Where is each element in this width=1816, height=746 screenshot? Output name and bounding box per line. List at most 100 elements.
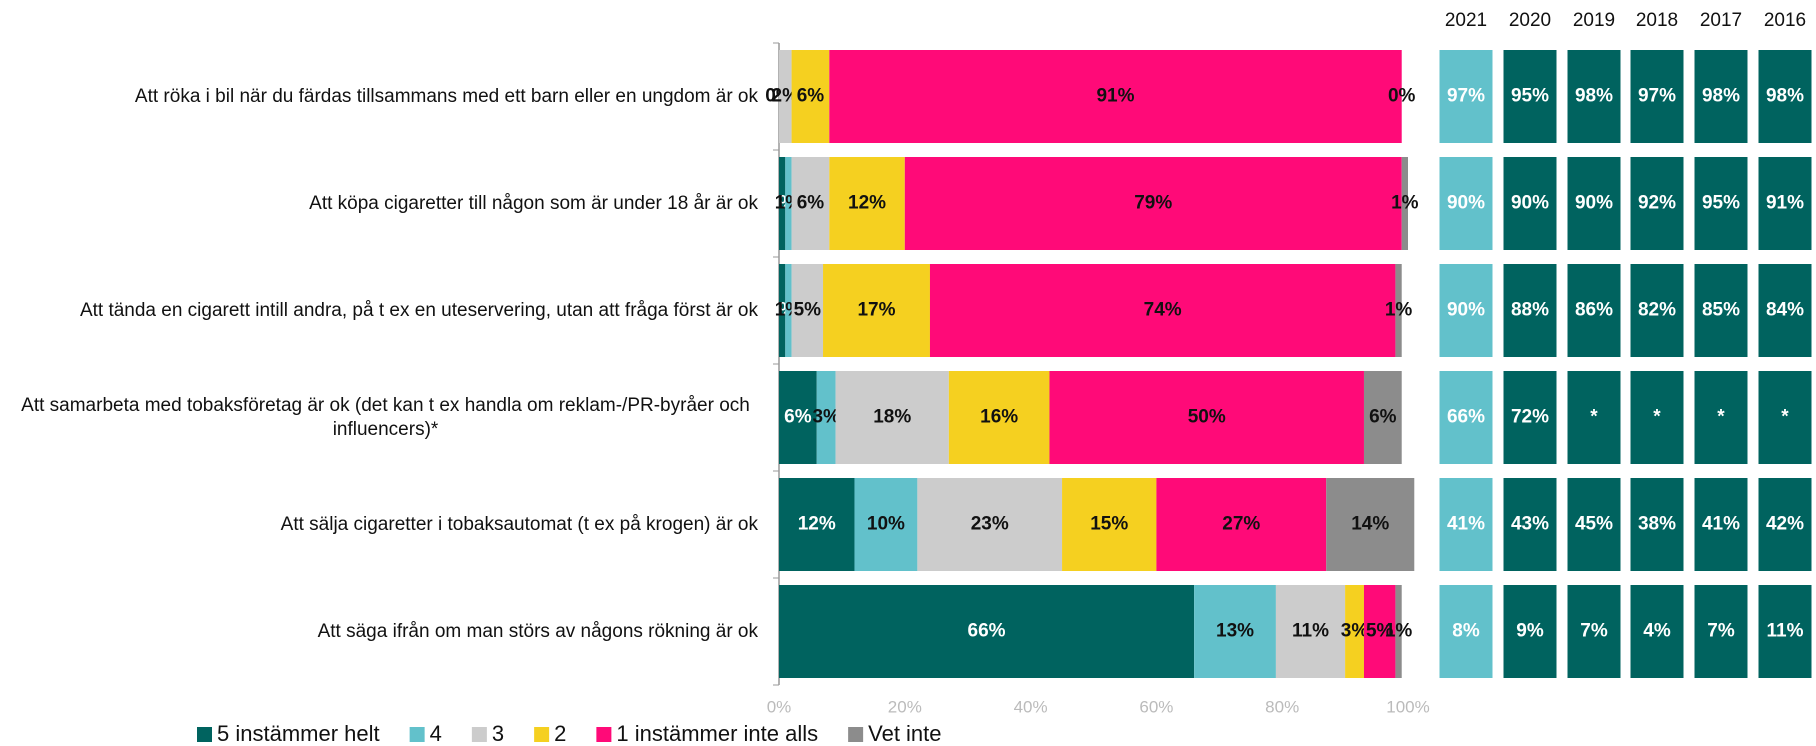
year-header: 2019 <box>1573 10 1615 31</box>
year-cell <box>1630 157 1684 250</box>
data-label: 6% <box>1369 407 1397 428</box>
legend-label: Vet inte <box>868 721 941 746</box>
year-value: * <box>1590 407 1598 428</box>
year-value: 91% <box>1766 193 1804 214</box>
category-label: Att samarbeta med tobaksföretag är ok (d… <box>8 394 758 442</box>
year-value: 7% <box>1707 621 1735 642</box>
year-value: 11% <box>1767 621 1804 642</box>
bar-segment <box>904 157 1402 250</box>
legend-label: 5 instämmer helt <box>217 721 380 746</box>
year-cell <box>1503 264 1557 357</box>
category-label: Att köpa cigaretter till någon som är un… <box>8 192 758 216</box>
legend-swatch <box>197 727 212 742</box>
year-cell <box>1439 478 1493 571</box>
year-cell <box>1503 157 1557 250</box>
bar-segment <box>779 157 786 250</box>
data-label: 12% <box>798 514 836 535</box>
year-value: 90% <box>1575 193 1613 214</box>
bar-segment <box>779 478 855 571</box>
year-header: 2021 <box>1445 10 1487 31</box>
x-tick-label: 80% <box>1265 697 1299 716</box>
year-cell <box>1758 50 1812 143</box>
data-label: 1% <box>1385 300 1413 321</box>
data-label: 12% <box>848 193 886 214</box>
year-value: * <box>1781 407 1789 428</box>
category-label: Att sälja cigaretter i tobaksautomat (t … <box>8 513 758 537</box>
year-value: 4% <box>1643 621 1671 642</box>
legend-swatch <box>848 727 864 742</box>
category-text: Att köpa cigaretter till någon som är un… <box>309 192 758 214</box>
data-label: 16% <box>980 407 1018 428</box>
data-label: 18% <box>873 407 911 428</box>
bar-segment <box>1395 585 1402 678</box>
x-tick-label: 0% <box>767 697 792 716</box>
year-value: 42% <box>1766 514 1804 535</box>
year-cell <box>1439 585 1493 678</box>
bar-segment <box>779 264 786 357</box>
year-cell <box>1694 157 1748 250</box>
year-cell <box>1630 585 1684 678</box>
data-label: 6% <box>797 193 825 214</box>
category-text: Att säga ifrån om man störs av någons rö… <box>317 620 758 642</box>
year-cell <box>1694 478 1748 571</box>
bar-segment <box>816 371 836 464</box>
legend-swatch <box>596 727 612 742</box>
year-value: 72% <box>1511 407 1549 428</box>
bar-segment <box>829 50 1402 143</box>
year-cell <box>1503 478 1557 571</box>
year-cell <box>1567 585 1621 678</box>
year-value: 86% <box>1575 300 1613 321</box>
bar-segment <box>785 264 792 357</box>
year-value: 82% <box>1638 300 1676 321</box>
year-value: 8% <box>1452 621 1480 642</box>
legend-swatch <box>534 727 550 742</box>
year-cell <box>1758 585 1812 678</box>
bar-segment <box>1275 585 1346 678</box>
bar-segment <box>829 157 905 250</box>
bar-segment <box>823 264 930 357</box>
category-text: Att röka i bil när du färdas tillsammans… <box>134 85 758 107</box>
year-cell <box>1758 371 1812 464</box>
bar-segment <box>948 371 1050 464</box>
data-label: 74% <box>1144 300 1182 321</box>
bar-segment <box>1345 585 1364 678</box>
bar-segment <box>1363 585 1396 678</box>
legend-swatch <box>471 727 487 742</box>
year-cell <box>1694 371 1748 464</box>
year-cell <box>1503 585 1557 678</box>
legend-label: 2 <box>554 721 566 746</box>
bar-segment <box>791 264 824 357</box>
year-header: 2020 <box>1509 10 1551 31</box>
data-label: 27% <box>1222 514 1260 535</box>
data-label: 5% <box>1366 621 1394 642</box>
data-label: 13% <box>1216 621 1254 642</box>
year-value: 9% <box>1516 621 1544 642</box>
bar-segment <box>1401 157 1408 250</box>
data-label: 11% <box>1292 621 1329 642</box>
year-value: 84% <box>1766 300 1804 321</box>
category-text: Att tända en cigarett intill andra, på t… <box>79 299 758 321</box>
data-label: 1% <box>1385 621 1413 642</box>
year-value: 45% <box>1575 514 1613 535</box>
year-cell <box>1758 478 1812 571</box>
year-cell <box>1439 264 1493 357</box>
data-label: 50% <box>1188 407 1226 428</box>
year-header: 2017 <box>1700 10 1742 31</box>
data-label: 0% <box>1388 86 1416 107</box>
year-cell <box>1694 585 1748 678</box>
data-label: 14% <box>1351 514 1389 535</box>
year-cell <box>1567 371 1621 464</box>
year-cell <box>1503 50 1557 143</box>
year-value: 95% <box>1511 86 1549 107</box>
bar-segment <box>1049 371 1364 464</box>
data-label: 66% <box>968 621 1006 642</box>
year-value: * <box>1653 407 1661 428</box>
year-cell <box>1503 371 1557 464</box>
year-value: 98% <box>1702 86 1740 107</box>
year-value: 95% <box>1702 193 1740 214</box>
legend-swatch <box>409 727 425 742</box>
year-value: 90% <box>1511 193 1549 214</box>
data-label: 6% <box>784 407 812 428</box>
category-text: Att samarbeta med tobaksföretag är ok (d… <box>21 394 750 440</box>
